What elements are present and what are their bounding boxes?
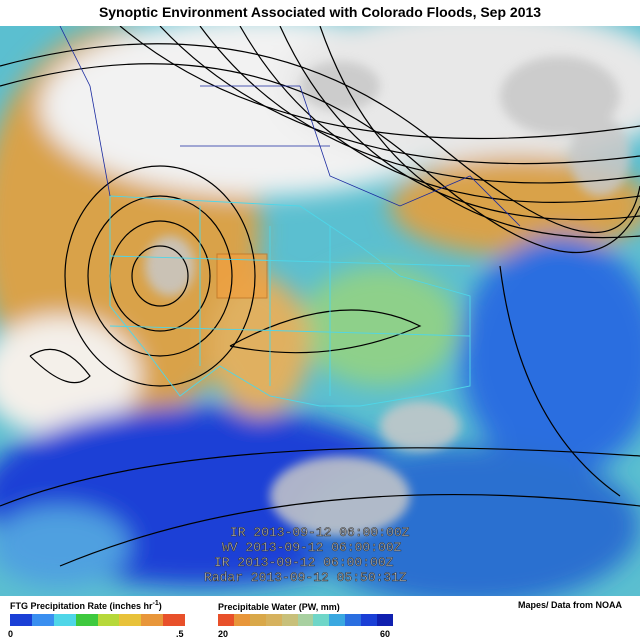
text: FTG Precipitation Rate (inches hr (10, 601, 153, 611)
color-swatch (377, 614, 393, 626)
color-swatch (297, 614, 314, 626)
color-swatch (31, 614, 54, 626)
map: IR 2013-09-12 06:00:00Z WV 2013-09-12 06… (0, 26, 640, 596)
color-swatch (75, 614, 98, 626)
color-swatch (141, 614, 164, 626)
credit: Mapes/ Data from NOAA (518, 600, 623, 610)
title: Synoptic Environment Associated with Col… (98, 4, 542, 20)
color-swatch (97, 614, 120, 626)
text: -1 (152, 600, 159, 607)
color-swatch (345, 614, 362, 626)
color-swatch (163, 614, 185, 626)
timestamp: IR 2013-09-12 06:00:00Z (230, 525, 410, 540)
color-swatch (281, 614, 298, 626)
color-swatch (53, 614, 76, 626)
color-swatch (119, 614, 142, 626)
precip-legend-title: FTG Precipitation Rate (inches hr-1) (10, 600, 162, 611)
color-swatch (233, 614, 250, 626)
precip-low: 0 (8, 629, 14, 639)
color-swatch (265, 614, 282, 626)
precip-colorbar (10, 614, 185, 626)
color-swatch (218, 614, 234, 626)
pw-high: 60 (380, 629, 391, 639)
timestamp: Radar 2013-09-12 05:50:31Z (204, 570, 407, 585)
pw-legend-title: Precipitable Water (PW, mm) (218, 602, 340, 612)
timestamp: IR 2013-09-12 06:00:00Z (214, 555, 394, 570)
color-swatch (329, 614, 346, 626)
text: ) (158, 601, 162, 611)
timestamp: WV 2013-09-12 06:00:00Z (222, 540, 402, 555)
color-swatch (361, 614, 378, 626)
color-swatch (313, 614, 330, 626)
pw-colorbar (218, 614, 393, 626)
color-swatch (249, 614, 266, 626)
precip-high: .5 (176, 629, 184, 639)
color-swatch (10, 614, 32, 626)
pw-low: 20 (218, 629, 229, 639)
